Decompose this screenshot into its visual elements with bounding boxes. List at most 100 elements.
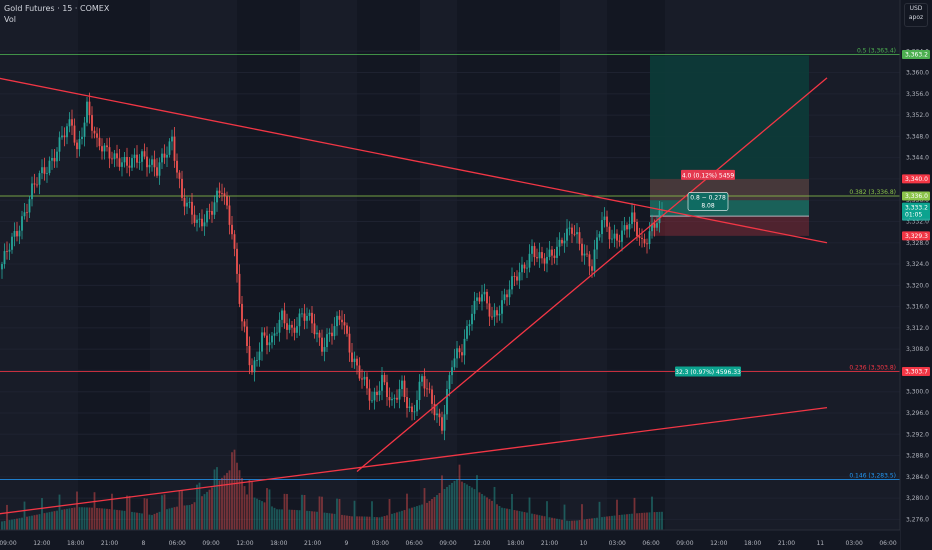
- volume-bar: [106, 508, 108, 530]
- candle-body: [156, 167, 158, 176]
- candle-body: [38, 173, 41, 185]
- time-tick-label: 09:00: [676, 540, 693, 547]
- candle-body: [401, 380, 403, 390]
- price-tick-label: 3,324.0: [906, 261, 929, 268]
- candle-body: [118, 158, 121, 167]
- candle-body: [531, 246, 533, 254]
- candle-body: [321, 337, 323, 352]
- volume-bar: [353, 500, 356, 530]
- candle-body: [301, 313, 303, 315]
- volume-bar: [56, 510, 58, 530]
- volume-bar: [266, 488, 268, 530]
- candle-body: [328, 332, 331, 335]
- candle: [596, 230, 598, 259]
- candle-body: [221, 193, 223, 194]
- candle-body: [578, 232, 581, 244]
- candle-body: [396, 397, 398, 400]
- candle-body: [48, 160, 51, 173]
- volume-bar: [283, 493, 286, 530]
- price-tick-label: 3,308.0: [906, 346, 929, 353]
- candle-body: [423, 376, 426, 389]
- volume-bar: [36, 514, 38, 530]
- candle: [396, 389, 398, 404]
- volume-bar: [323, 512, 326, 530]
- candle-body: [651, 223, 653, 232]
- price-tick-label: 3,288.0: [906, 453, 929, 460]
- volume-bar: [476, 475, 478, 530]
- volume-bar: [573, 520, 576, 530]
- axis-flag: 3,340.0: [905, 176, 928, 183]
- volume-bar: [3, 520, 6, 530]
- candle: [498, 305, 501, 321]
- volume-bar: [416, 506, 418, 530]
- candle: [583, 244, 586, 265]
- candle: [608, 222, 611, 249]
- candle-body: [538, 252, 541, 259]
- time-tick-label: 12:00: [710, 540, 727, 547]
- candle: [233, 230, 236, 257]
- candle-body: [313, 323, 316, 335]
- candle: [256, 351, 258, 367]
- time-tick-label: 21:00: [304, 540, 321, 547]
- candle-body: [631, 212, 633, 224]
- price-tick-label: 3,284.0: [906, 474, 929, 481]
- candle-body: [46, 172, 48, 174]
- candle-body: [528, 253, 531, 268]
- candle-body: [551, 249, 553, 256]
- volume-bar: [418, 505, 421, 530]
- volume-bar: [481, 494, 483, 530]
- candle: [531, 239, 533, 262]
- candle-body: [83, 122, 86, 137]
- volume-bar: [378, 517, 381, 530]
- volume-bar: [78, 507, 81, 530]
- candle-body: [326, 334, 328, 348]
- candle-body: [341, 319, 343, 323]
- fib-axis-flag: 3,303.7: [905, 369, 928, 376]
- candle-body: [18, 230, 21, 237]
- candle-body: [368, 388, 371, 401]
- candle: [308, 309, 311, 321]
- candle: [78, 130, 81, 157]
- time-tick-label: 21:00: [778, 540, 795, 547]
- candle: [208, 203, 211, 220]
- candle: [391, 392, 393, 406]
- candle-body: [256, 360, 258, 361]
- candle-body: [563, 240, 566, 244]
- volume-bar: [343, 515, 346, 530]
- candle: [546, 247, 548, 273]
- candle: [536, 248, 538, 263]
- time-tick-label: 03:00: [846, 540, 863, 547]
- candle: [158, 157, 161, 185]
- candle: [86, 97, 88, 127]
- candle: [293, 318, 296, 341]
- candle: [493, 303, 496, 326]
- volume-bar: [513, 510, 516, 530]
- candle-body: [286, 323, 288, 330]
- price-tick-label: 3,360.0: [906, 70, 929, 77]
- candle: [101, 138, 103, 160]
- volume-bar: [223, 475, 226, 530]
- candle: [541, 246, 543, 264]
- candle: [378, 381, 381, 402]
- candle-body: [521, 264, 523, 273]
- volume-bar: [71, 507, 73, 530]
- candle-body: [658, 210, 661, 224]
- candle-body: [213, 202, 216, 215]
- ratio-value: 8.08: [701, 203, 715, 210]
- candle-body: [408, 406, 411, 408]
- candle: [71, 109, 73, 136]
- candle: [421, 373, 423, 387]
- candle: [296, 317, 298, 338]
- volume-bar: [58, 494, 61, 530]
- candle: [253, 356, 256, 382]
- candle-body: [96, 133, 98, 138]
- candle: [408, 397, 411, 412]
- volume-bar: [273, 507, 276, 530]
- ratio-box: [687, 192, 729, 211]
- volume-bar: [131, 511, 133, 530]
- volume-bar: [163, 494, 166, 530]
- currency-button[interactable]: USD apoz: [904, 3, 928, 27]
- candle: [68, 112, 71, 133]
- candle-body: [448, 375, 451, 390]
